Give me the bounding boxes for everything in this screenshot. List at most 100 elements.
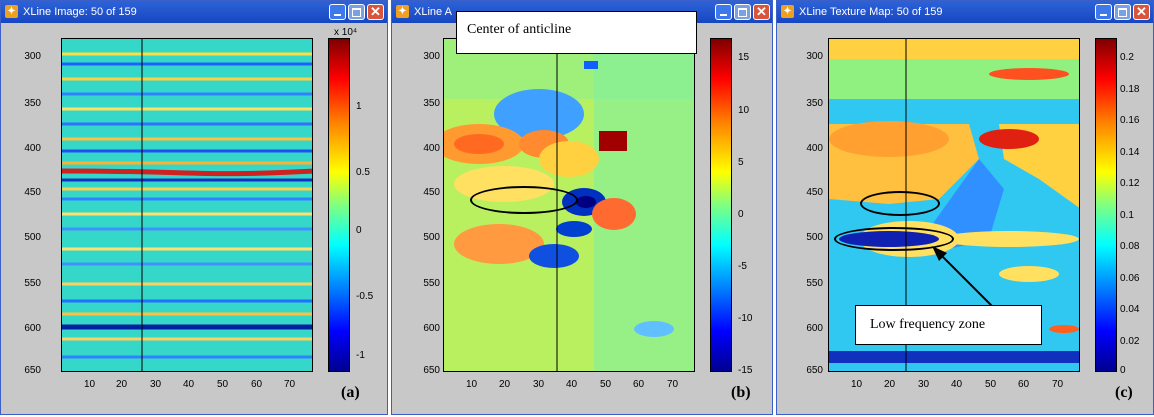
- y-tick: 350: [24, 98, 41, 109]
- colorbar-tick: 0.04: [1120, 304, 1140, 315]
- callout-low-frequency-zone: Low frequency zone: [855, 305, 1042, 345]
- y-tick: 400: [423, 143, 440, 154]
- colorbar-tick: 0.2: [1120, 52, 1134, 63]
- matlab-icon: ✦: [5, 5, 18, 18]
- close-button[interactable]: ✕: [1133, 4, 1150, 20]
- maximize-button[interactable]: [734, 4, 751, 20]
- x-tick: 30: [533, 379, 545, 390]
- minimize-button[interactable]: [715, 4, 732, 20]
- matlab-icon: ✦: [396, 5, 409, 18]
- x-tick: 60: [1018, 379, 1030, 390]
- callout-text: Center of anticline: [467, 22, 572, 37]
- x-tick: 30: [918, 379, 930, 390]
- callout-text: Low frequency zone: [870, 317, 986, 332]
- x-tick: 70: [1052, 379, 1064, 390]
- minimize-button[interactable]: [329, 4, 346, 20]
- window-title: XLine Image: 50 of 159: [23, 6, 137, 18]
- window-title: XLine Texture Map: 50 of 159: [799, 6, 943, 18]
- x-tick: 10: [851, 379, 863, 390]
- colorbar-tick: -1: [356, 350, 365, 361]
- y-tick: 600: [24, 323, 41, 334]
- colorbar-tick: 0.08: [1120, 241, 1140, 252]
- seismic-plot[interactable]: [61, 38, 313, 372]
- colorbar-tick: 0.12: [1120, 178, 1140, 189]
- minimize-button[interactable]: [1095, 4, 1112, 20]
- titlebar[interactable]: ✦ XLine Image: 50 of 159 ✕: [1, 1, 387, 23]
- matlab-icon: ✦: [781, 5, 794, 18]
- x-tick: 20: [499, 379, 511, 390]
- x-tick: 40: [566, 379, 578, 390]
- colorbar-tick: -0.5: [356, 291, 374, 302]
- colorbar-tick: 0.18: [1120, 84, 1140, 95]
- annotation-ellipse: [834, 227, 954, 251]
- x-tick: 40: [951, 379, 963, 390]
- y-tick: 350: [423, 98, 440, 109]
- colorbar-tick: 0.14: [1120, 147, 1140, 158]
- y-tick: 550: [423, 278, 440, 289]
- colorbar: [1095, 38, 1117, 372]
- x-tick: 70: [284, 379, 296, 390]
- y-tick: 300: [806, 51, 823, 62]
- x-tick: 60: [633, 379, 645, 390]
- callout-center-of-anticline: Center of anticline: [456, 11, 697, 54]
- x-tick: 50: [217, 379, 229, 390]
- panel-label: (b): [731, 384, 751, 401]
- x-tick: 50: [985, 379, 997, 390]
- x-tick: 20: [116, 379, 128, 390]
- maximize-button[interactable]: [348, 4, 365, 20]
- window-seismic-image: ✦ XLine Image: 50 of 159 ✕ 300 350 400 4…: [0, 0, 388, 415]
- window-texture-map: ✦ XLine Texture Map: 50 of 159 ✕ 300 350…: [776, 0, 1154, 415]
- y-tick: 600: [423, 323, 440, 334]
- y-tick: 450: [423, 187, 440, 198]
- colorbar-exponent: x 10⁴: [334, 27, 358, 38]
- maximize-button[interactable]: [1114, 4, 1131, 20]
- y-tick: 400: [24, 143, 41, 154]
- annotation-ellipse: [470, 186, 578, 214]
- x-tick: 10: [84, 379, 96, 390]
- titlebar[interactable]: ✦ XLine Texture Map: 50 of 159 ✕: [777, 1, 1153, 23]
- x-tick: 20: [884, 379, 896, 390]
- x-tick: 30: [150, 379, 162, 390]
- window-attribute: ✦ XLine A ✕ 300 350 400 450 500 550 600 …: [391, 0, 773, 415]
- colorbar-tick: 0: [738, 209, 744, 220]
- colorbar-tick: 0.5: [356, 167, 370, 178]
- y-tick: 350: [806, 98, 823, 109]
- y-tick: 500: [423, 232, 440, 243]
- panel-label: (c): [1115, 384, 1133, 401]
- x-tick: 50: [600, 379, 612, 390]
- y-tick: 450: [806, 187, 823, 198]
- colorbar-tick: -15: [738, 365, 753, 376]
- x-tick: 60: [251, 379, 263, 390]
- x-tick: 70: [667, 379, 679, 390]
- colorbar-tick: 15: [738, 52, 750, 63]
- window-title: XLine A: [414, 6, 452, 18]
- y-tick: 600: [806, 323, 823, 334]
- y-tick: 650: [423, 365, 440, 376]
- annotation-ellipse: [860, 191, 940, 216]
- y-tick: 400: [806, 143, 823, 154]
- y-tick: 300: [24, 51, 41, 62]
- y-tick: 500: [24, 232, 41, 243]
- colorbar-tick: 0.06: [1120, 273, 1140, 284]
- close-button[interactable]: ✕: [753, 4, 770, 20]
- y-tick: 550: [24, 278, 41, 289]
- x-tick: 40: [183, 379, 195, 390]
- y-tick: 300: [423, 51, 440, 62]
- colorbar-tick: 1: [356, 101, 362, 112]
- close-button[interactable]: ✕: [367, 4, 384, 20]
- colorbar-tick: 0: [356, 225, 362, 236]
- colorbar: [710, 38, 732, 372]
- colorbar-tick: 0.16: [1120, 115, 1140, 126]
- y-tick: 450: [24, 187, 41, 198]
- colorbar-tick: -5: [738, 261, 747, 272]
- y-tick: 650: [806, 365, 823, 376]
- y-tick: 500: [806, 232, 823, 243]
- colorbar-tick: 5: [738, 157, 744, 168]
- colorbar: [328, 38, 350, 372]
- colorbar-tick: 0.1: [1120, 210, 1134, 221]
- x-tick: 10: [466, 379, 478, 390]
- arrow: [932, 246, 993, 307]
- colorbar-tick: 0.02: [1120, 336, 1140, 347]
- colorbar-tick: 10: [738, 105, 750, 116]
- y-tick: 650: [24, 365, 41, 376]
